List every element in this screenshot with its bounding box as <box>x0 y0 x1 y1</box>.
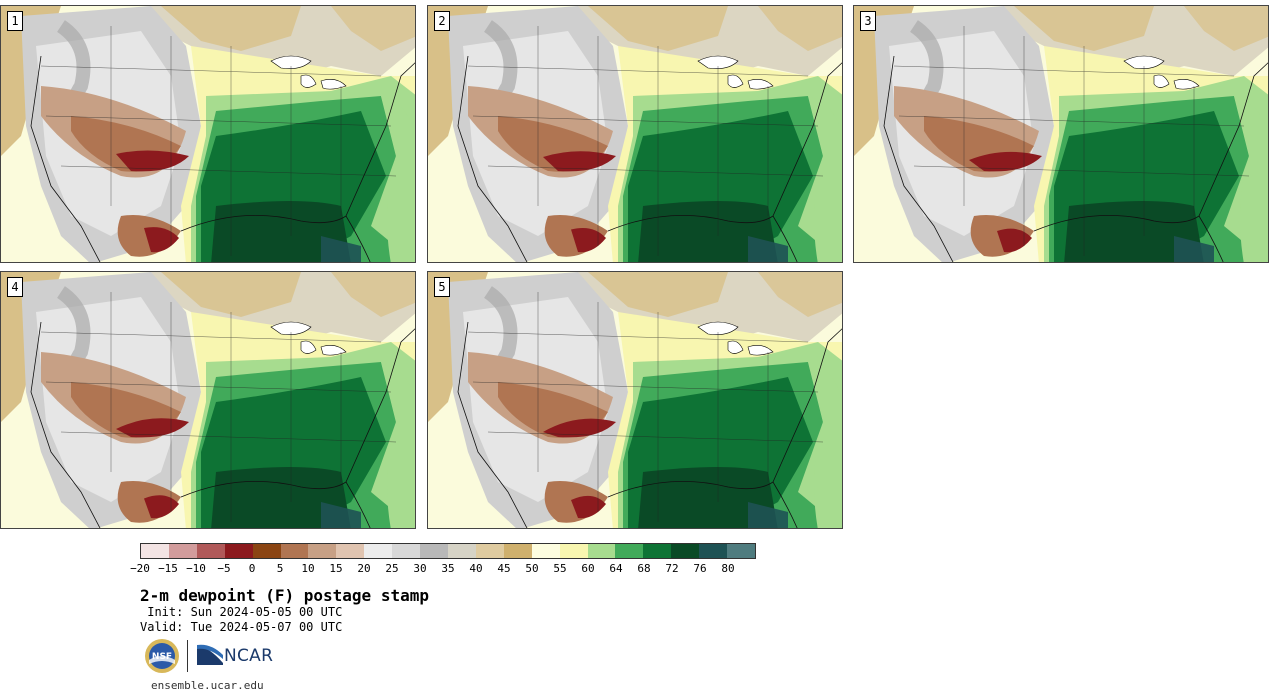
colorbar-tick-label: 76 <box>693 562 707 575</box>
colorbar-segment <box>475 544 504 558</box>
colorbar-tick-label: 5 <box>276 562 284 575</box>
nsf-logo: NSF <box>145 639 179 673</box>
logo-divider <box>187 640 188 672</box>
colorbar-tick-label: 45 <box>497 562 511 575</box>
colorbar-tick-label: 68 <box>637 562 651 575</box>
colorbar-tick-label: 64 <box>609 562 623 575</box>
colorbar-segment <box>168 544 197 558</box>
colorbar-segment <box>643 544 672 558</box>
valid-time: Valid: Tue 2024-05-07 00 UTC <box>140 620 343 634</box>
colorbar-tick-label: 50 <box>525 562 539 575</box>
colorbar-segment <box>392 544 421 558</box>
colorbar-tick-label: 0 <box>248 562 256 575</box>
colorbar-tick-label: 30 <box>413 562 427 575</box>
colorbar-segment <box>336 544 365 558</box>
colorbar-segment <box>141 544 169 558</box>
site-url: ensemble.ucar.edu <box>151 679 264 692</box>
dewpoint-map-3 <box>854 6 1268 262</box>
colorbar-segment <box>420 544 448 558</box>
colorbar-segment <box>364 544 393 558</box>
ncar-logo-text: NCAR <box>224 646 274 666</box>
colorbar-tick-label: −15 <box>158 562 178 575</box>
colorbar-segment <box>531 544 560 558</box>
colorbar-segment <box>447 544 476 558</box>
map-panel-3: 3 <box>853 5 1269 263</box>
colorbar-tick-label: 10 <box>301 562 315 575</box>
panel-number-label: 3 <box>860 11 876 31</box>
colorbar-segment <box>671 544 700 558</box>
dewpoint-map-2 <box>428 6 842 262</box>
dewpoint-map-5 <box>428 272 842 528</box>
colorbar-segment <box>615 544 644 558</box>
map-panel-4: 4 <box>0 271 416 529</box>
colorbar-tick-label: −20 <box>130 562 150 575</box>
colorbar-segment <box>559 544 588 558</box>
ncar-logo-mark <box>197 644 223 665</box>
colorbar-tick-label: 15 <box>329 562 343 575</box>
map-title: 2-m dewpoint (F) postage stamp <box>140 586 429 605</box>
colorbar-tick-label: 20 <box>357 562 371 575</box>
panel-number-label: 5 <box>434 277 450 297</box>
colorbar-segment <box>699 544 728 558</box>
colorbar-tick-label: 55 <box>553 562 567 575</box>
panel-number-label: 1 <box>7 11 23 31</box>
colorbar-segment <box>503 544 532 558</box>
colorbar-tick-label: 60 <box>581 562 595 575</box>
map-panel-2: 2 <box>427 5 843 263</box>
panel-number-label: 2 <box>434 11 450 31</box>
colorbar-tick-label: 40 <box>469 562 483 575</box>
colorbar-tick-label: 25 <box>385 562 399 575</box>
colorbar-segment <box>196 544 225 558</box>
init-time: Init: Sun 2024-05-05 00 UTC <box>140 605 343 619</box>
dewpoint-map-1 <box>1 6 415 262</box>
colorbar-segment <box>252 544 281 558</box>
panel-number-label: 4 <box>7 277 23 297</box>
colorbar-tick-label: 35 <box>441 562 455 575</box>
nsf-logo-text: NSF <box>152 652 172 662</box>
colorbar-tick-label: 80 <box>721 562 735 575</box>
colorbar-tick-label: −5 <box>217 562 231 575</box>
colorbar <box>140 543 756 559</box>
dewpoint-map-4 <box>1 272 415 528</box>
colorbar-segment <box>308 544 337 558</box>
colorbar-segment <box>280 544 309 558</box>
colorbar-segment <box>727 544 755 558</box>
colorbar-tick-label: −10 <box>186 562 206 575</box>
colorbar-ticks: −20 −15 −10 −5 0 5 10 15 20 25 30 35 40 45 50 55 60 64 68 7… <box>130 562 756 578</box>
map-panel-1: 1 <box>0 5 416 263</box>
colorbar-tick-label: 72 <box>665 562 679 575</box>
colorbar-segment <box>224 544 253 558</box>
colorbar-segment <box>587 544 616 558</box>
map-panel-5: 5 <box>427 271 843 529</box>
